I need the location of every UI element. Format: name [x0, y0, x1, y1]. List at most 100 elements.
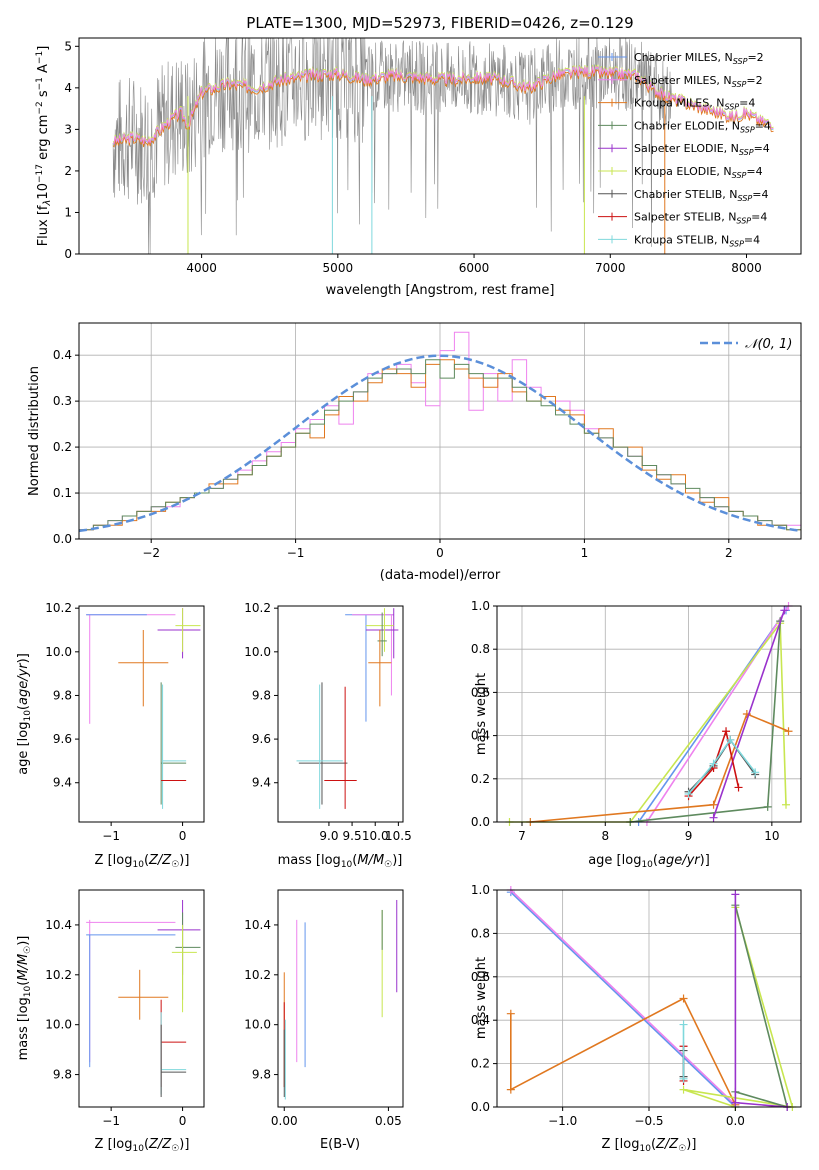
spectrum-panel: 4000 5000 6000 7000 8000 0 1 2 3 4 5 Chabrier MILE… [35, 37, 802, 298]
y-tick-label: 0.6 [471, 970, 490, 984]
y-tick-label: 9.6 [53, 732, 72, 746]
y-tick-label: 10.2 [244, 968, 271, 982]
x-tick-label: −1 [102, 1114, 120, 1128]
weight-marker-salpeter_elodie [731, 1098, 740, 1107]
age-vs-mass-xlabel: mass [log10(M/M☉)] [278, 853, 403, 870]
weight-marker-salpeter_elodie [709, 813, 718, 822]
weight-line-kroupa_miles [530, 712, 789, 823]
x-tick-label: 9.0 [319, 829, 338, 843]
y-tick-label: 0.3 [53, 394, 72, 408]
y-tick-label: 10.0 [45, 1018, 72, 1032]
legend-label-salpeter_miles: Salpeter MILES, NSSP=2 [634, 74, 763, 89]
mass-vs-z-ylabel: mass [log10(M/M☉)] [16, 936, 33, 1061]
y-tick-label: 0.1 [53, 486, 72, 500]
residual-panel: −2 −1 0 1 2 0.0 0.1 0.2 0.3 0.4 𝒩(0, 1) (data-mod… [27, 322, 802, 583]
model-kroupa_miles-line [112, 68, 774, 148]
x-tick-label: 4000 [186, 261, 217, 275]
y-tick-label: 9.8 [252, 688, 271, 702]
x-tick-label: 1 [581, 546, 589, 560]
mass-vs-z-xlabel: Z [log10(Z/Z☉)] [95, 1137, 190, 1154]
y-tick-label: 4 [64, 81, 72, 95]
x-tick-label: 8000 [731, 261, 762, 275]
weight-line-chabrier_miles [510, 891, 736, 1108]
y-tick-label: 9.4 [252, 776, 271, 790]
weight-vs-age-ylabel: mass weight [474, 673, 489, 755]
weight-marker-kroupa_stelib [679, 1020, 688, 1029]
weight-marker-kroupa_elodie [679, 1085, 688, 1094]
x-tick-label: 9 [685, 829, 693, 843]
y-tick-label: 1.0 [471, 599, 490, 613]
mass-vs-ebv-panel: 0.00 0.05 9.8 10.0 10.2 10.4 E(B-V) [244, 889, 404, 1152]
spectrum-legend: Chabrier MILES, NSSP=2 Salpeter MILES, NS… [598, 51, 771, 248]
residual-xlabel: (data-model)/error [380, 568, 501, 583]
y-tick-label: 10.0 [45, 645, 72, 659]
weight-marker-kroupa_stelib [679, 1074, 688, 1083]
x-tick-label: −1.0 [548, 1114, 577, 1128]
x-tick-label: 0 [179, 829, 187, 843]
spectrum-ylabel: Flux [fλ10−17 erg cm−2 s−1 A−1] [35, 46, 53, 247]
y-tick-label: 1 [64, 205, 72, 219]
age-vs-z-ylabel: age [log10(age/yr)] [16, 653, 33, 775]
weight-marker-kroupa_miles [679, 994, 688, 1003]
legend-label-salpeter_elodie: Salpeter ELODIE, NSSP=4 [634, 142, 770, 157]
legend-label-chabrier_elodie: Chabrier ELODIE, NSSP=4 [634, 119, 771, 134]
x-tick-label: −1 [287, 546, 305, 560]
age-vs-mass-panel: 9.0 9.5 10.010.59.49.69.810.010.2 mass [lo… [244, 601, 411, 870]
model-salpeter_miles-line [112, 65, 774, 145]
weight-marker-kroupa_stelib [709, 759, 718, 768]
y-tick-label: 0.0 [471, 815, 490, 829]
weight-marker-kroupa_miles [506, 1085, 515, 1094]
y-tick-label: 0.6 [471, 685, 490, 699]
y-tick-label: 9.6 [252, 732, 271, 746]
weight-marker-kroupa_stelib [726, 735, 735, 744]
x-tick-label: 7 [518, 829, 526, 843]
weight-vs-age-panel: 7 8 9 10 0.0 0.2 0.4 0.6 0.8 1.0 age [log10(age/y… [471, 599, 802, 870]
x-tick-label: 10.0 [362, 829, 389, 843]
x-tick-label: 9.5 [343, 829, 362, 843]
legend-label-kroupa_elodie: Kroupa ELODIE, NSSP=4 [634, 165, 763, 180]
y-tick-label: 5 [64, 39, 72, 53]
y-tick-label: 9.8 [252, 1068, 271, 1082]
mass-vs-ebv-xlabel: E(B-V) [320, 1137, 360, 1152]
weight-marker-salpeter_elodie [780, 606, 789, 615]
residual-ylabel: Normed distribution [27, 366, 42, 496]
x-tick-label: 5000 [323, 261, 354, 275]
weight-line-kroupa_miles [510, 997, 737, 1106]
x-tick-label: 0 [179, 1114, 187, 1128]
y-tick-label: 0.0 [53, 532, 72, 546]
spectrum-data-line [112, 37, 672, 255]
y-tick-label: 9.8 [53, 688, 72, 702]
weight-marker-kroupa_elodie [782, 800, 791, 809]
x-tick-label: 8 [601, 829, 609, 843]
y-tick-label: 9.8 [53, 1068, 72, 1082]
weight-marker-kroupa_miles [709, 800, 718, 809]
y-tick-label: 10.2 [45, 968, 72, 982]
spectrum-xlabel: wavelength [Angstrom, rest frame] [326, 283, 555, 298]
weight-marker-kroupa_miles [506, 1009, 515, 1018]
y-tick-label: 0.2 [53, 440, 72, 454]
x-tick-label: 0.0 [726, 1114, 745, 1128]
weight-marker-chabrier_elodie [763, 802, 772, 811]
y-tick-label: 9.4 [53, 776, 72, 790]
y-tick-label: 0.2 [471, 772, 490, 786]
y-tick-label: 10.0 [244, 1018, 271, 1032]
weight-marker-salpeter_stelib [734, 783, 743, 792]
legend-label-chabrier_stelib: Chabrier STELIB, NSSP=4 [634, 188, 768, 203]
svg-text:𝒩(0, 1): 𝒩(0, 1) [745, 337, 792, 352]
y-tick-label: 0.2 [471, 1057, 490, 1071]
y-tick-label: 0.8 [471, 642, 490, 656]
weight-marker-kroupa_stelib [751, 768, 760, 777]
legend-label-chabrier_miles: Chabrier MILES, NSSP=2 [634, 51, 764, 66]
weight-line-chabrier_elodie [734, 905, 789, 1109]
weight-vs-z-xlabel: Z [log10(Z/Z☉)] [602, 1137, 697, 1154]
weight-marker-salpeter_stelib [722, 727, 731, 736]
x-tick-label: 7000 [595, 261, 626, 275]
y-tick-label: 0.0 [471, 1100, 490, 1114]
x-tick-label: −1 [102, 829, 120, 843]
weight-line-salpeter_stelib [688, 728, 740, 797]
x-tick-label: 0 [436, 546, 444, 560]
x-tick-label: 10 [764, 829, 779, 843]
y-tick-label: 0 [64, 247, 72, 261]
figure-title: PLATE=1300, MJD=52973, FIBERID=0426, z=0… [246, 14, 633, 32]
